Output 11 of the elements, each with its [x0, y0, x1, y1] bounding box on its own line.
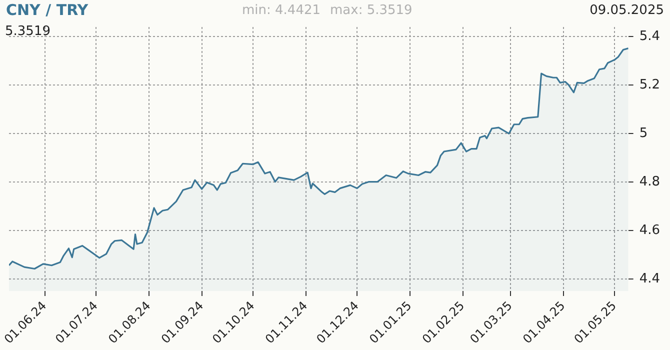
text: min: 4.4421	[242, 3, 321, 18]
y-tick-label: 4.8	[639, 174, 660, 190]
y-tick-label: 4.4	[639, 271, 660, 286]
chart-title: CNY / TRY	[6, 1, 88, 19]
text: max: 5.3519	[330, 3, 412, 18]
y-tick-label: 5.2	[639, 78, 660, 93]
y-tick-label: 4.6	[639, 222, 660, 238]
text: 09.05.2025	[590, 3, 664, 18]
y-tick-label: 5.4	[639, 29, 660, 44]
annotation: 5.3519	[5, 24, 50, 39]
y-tick-label: 5	[639, 126, 648, 141]
